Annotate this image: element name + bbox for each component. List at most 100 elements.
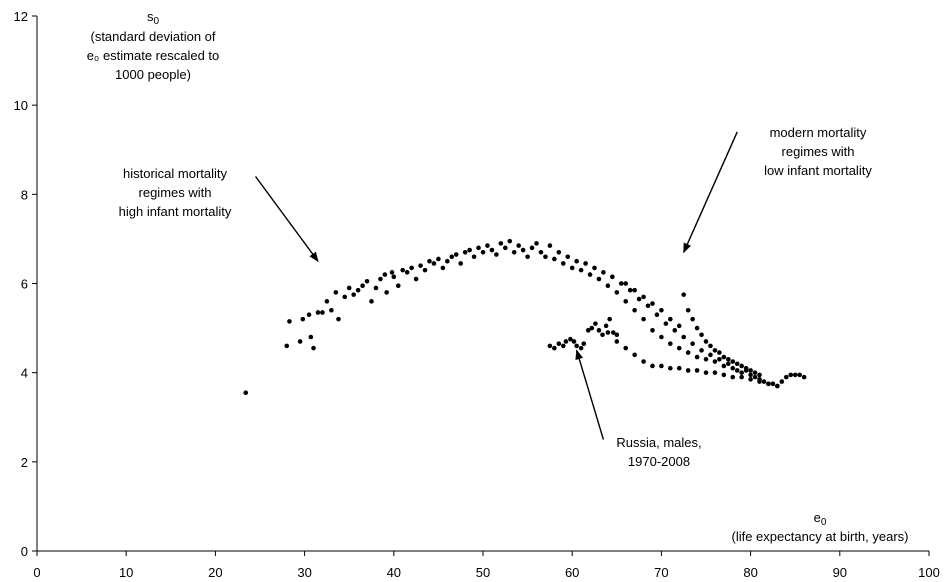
- data-point: [395, 283, 401, 289]
- data-point: [458, 261, 464, 266]
- x-axis-title: e0 (life expectancy at birth, years): [731, 510, 908, 544]
- data-point: [284, 343, 290, 349]
- data-point: [743, 365, 749, 371]
- x-axis-subscript: 0: [821, 517, 827, 528]
- data-point: [668, 341, 673, 346]
- data-points: [243, 238, 807, 396]
- data-point: [592, 265, 597, 271]
- data-point: [565, 254, 571, 260]
- annotation-historical-line-2: regimes with: [139, 185, 212, 200]
- x-tick-label: 80: [743, 565, 757, 580]
- data-point: [560, 261, 566, 266]
- data-point: [574, 343, 579, 349]
- data-point: [703, 370, 709, 375]
- data-point: [703, 339, 709, 344]
- data-point: [583, 261, 588, 266]
- data-point: [324, 299, 330, 304]
- data-point: [708, 343, 713, 349]
- data-point: [645, 303, 651, 309]
- data-point: [600, 332, 605, 338]
- y-tick-label: 2: [21, 455, 28, 470]
- data-point: [685, 350, 691, 355]
- y-tick-label: 4: [21, 366, 28, 381]
- data-point: [610, 330, 616, 335]
- data-point: [300, 316, 306, 322]
- data-point: [538, 249, 544, 255]
- data-point: [632, 287, 637, 293]
- data-point: [418, 263, 423, 268]
- data-point: [783, 374, 789, 380]
- data-point: [593, 321, 598, 326]
- x-tick-label: 30: [297, 565, 311, 580]
- data-point: [547, 243, 553, 248]
- data-point: [734, 361, 740, 367]
- annotation-russia-line-2: 1970-2008: [628, 454, 690, 469]
- data-point: [476, 245, 481, 251]
- data-point: [717, 356, 722, 362]
- y-axis-title: s0 (standard deviation of e₀ estimate re…: [87, 9, 220, 82]
- data-point: [614, 332, 620, 338]
- data-point: [730, 374, 736, 380]
- data-point: [712, 370, 718, 375]
- data-point: [498, 241, 504, 246]
- data-point: [610, 274, 615, 280]
- data-point: [360, 283, 365, 289]
- y-axis-title-line-1: (standard deviation of: [90, 29, 215, 44]
- data-point: [739, 370, 744, 375]
- y-tick-label: 6: [21, 277, 28, 292]
- data-point: [730, 365, 736, 371]
- data-point: [336, 316, 341, 322]
- data-point: [578, 267, 584, 273]
- data-point: [721, 363, 727, 369]
- data-point: [552, 345, 557, 351]
- data-point: [659, 334, 664, 340]
- data-point: [654, 312, 660, 318]
- data-point: [694, 368, 700, 373]
- data-point: [650, 301, 655, 306]
- data-point: [471, 254, 477, 260]
- data-point: [333, 290, 339, 295]
- y-tick-label: 12: [14, 9, 28, 24]
- y-axis-title-line-3: 1000 people): [115, 67, 191, 82]
- data-point: [748, 368, 753, 373]
- annotation-arrow-russia: [575, 349, 605, 440]
- data-point: [636, 296, 642, 302]
- x-tick-label: 10: [119, 565, 133, 580]
- data-point: [355, 287, 361, 293]
- annotation-arrow-historical: [254, 176, 319, 263]
- data-point: [445, 258, 450, 264]
- data-point: [685, 307, 691, 313]
- data-point: [726, 356, 731, 362]
- data-point: [739, 374, 744, 380]
- data-point: [690, 316, 695, 322]
- data-point: [485, 243, 490, 248]
- data-point: [409, 265, 414, 271]
- data-point: [436, 256, 441, 262]
- svg-text:s0: s0: [147, 9, 160, 27]
- data-point: [581, 341, 587, 346]
- data-point: [384, 290, 389, 295]
- x-tick-label: 40: [387, 565, 401, 580]
- data-point: [627, 287, 633, 293]
- data-point: [641, 359, 646, 364]
- data-point: [534, 241, 539, 246]
- data-point: [552, 256, 557, 262]
- data-point: [422, 267, 428, 273]
- data-point: [748, 372, 753, 378]
- annotation-historical-line-1: historical mortality: [123, 166, 228, 181]
- data-point: [605, 330, 611, 335]
- x-tick-label: 90: [833, 565, 847, 580]
- data-point: [641, 316, 646, 322]
- annotation-modern: modern mortality regimes with low infant…: [764, 125, 872, 178]
- data-point: [462, 249, 468, 255]
- data-point: [453, 252, 459, 257]
- data-point: [726, 361, 731, 367]
- x-axis-title-line: (life expectancy at birth, years): [731, 529, 908, 544]
- data-point: [797, 372, 802, 378]
- data-point: [668, 316, 673, 322]
- data-point: [287, 319, 292, 324]
- y-tick-label: 0: [21, 544, 28, 559]
- data-point: [607, 316, 612, 322]
- data-point: [404, 270, 410, 275]
